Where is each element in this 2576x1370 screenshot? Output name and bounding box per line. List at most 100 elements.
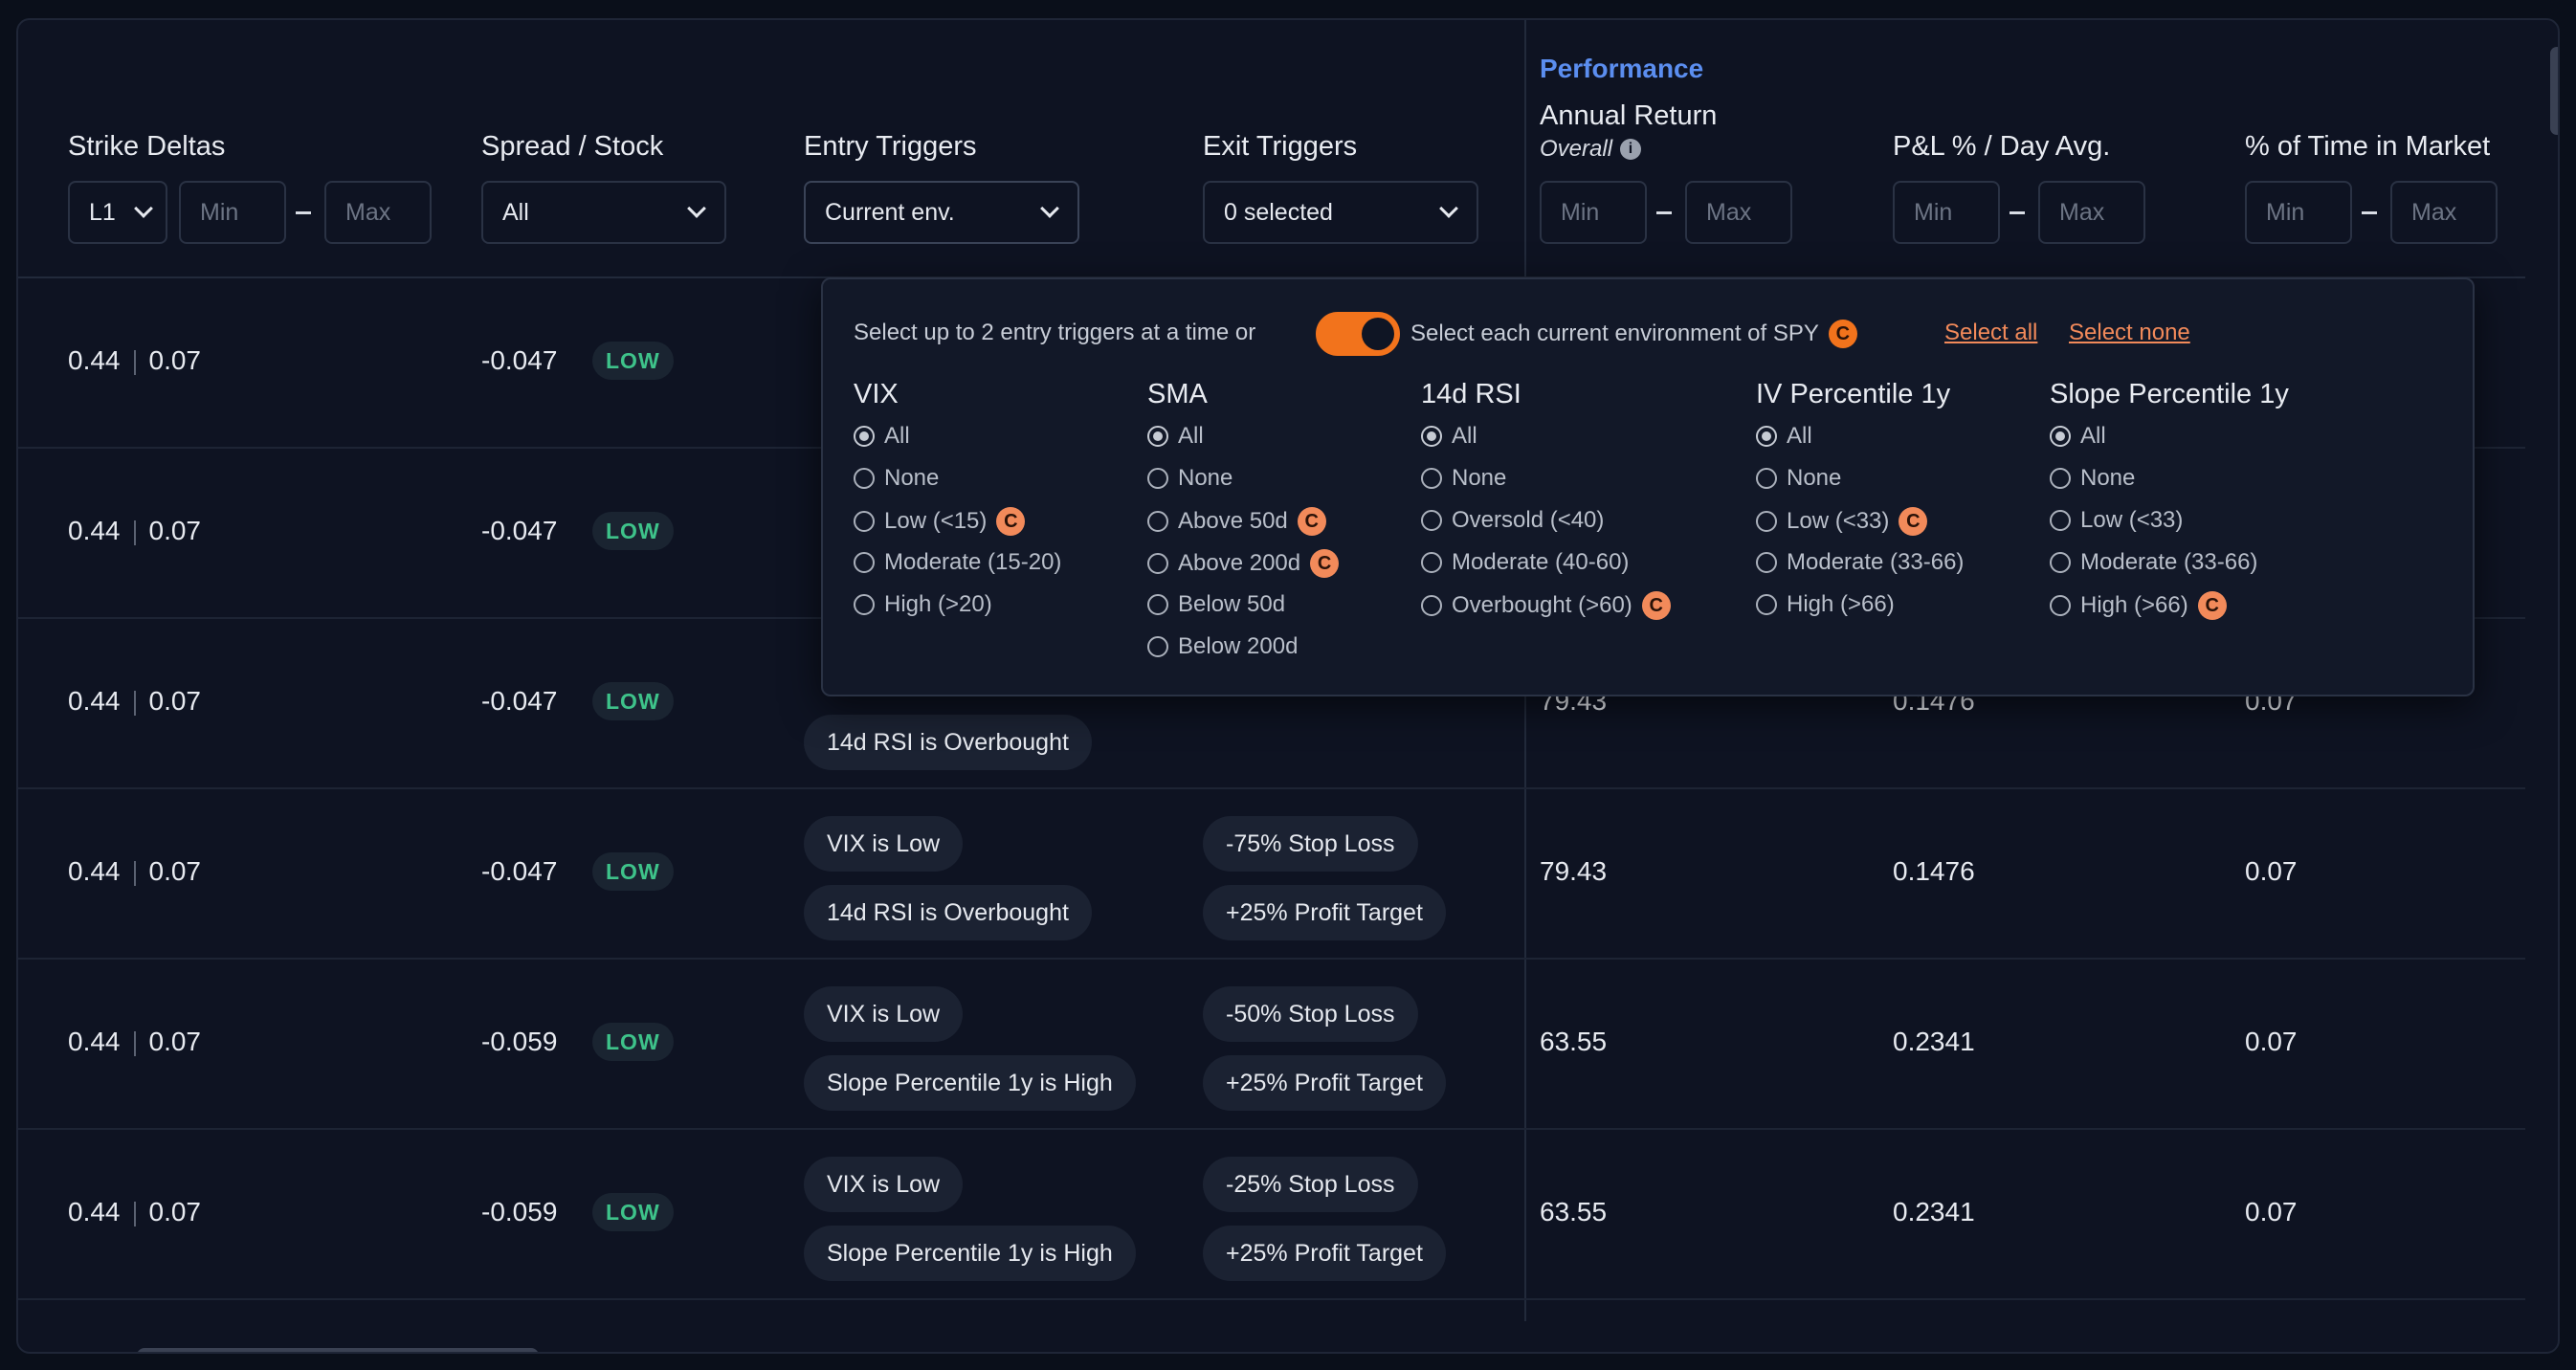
radio-button[interactable] [2050,595,2071,616]
pnl-min-input[interactable]: Min [1893,181,2000,244]
entry-trigger-pill: 14d RSI is Overbought [804,885,1092,940]
time-min-input[interactable]: Min [2245,181,2352,244]
trigger-option[interactable]: Above 200d C [1147,549,1340,578]
radio-button[interactable] [2050,468,2071,489]
trigger-option[interactable]: Above 50d C [1147,507,1326,536]
horizontal-scrollbar[interactable] [137,1348,539,1352]
trigger-option[interactable]: None [1421,465,1506,492]
trigger-option[interactable]: All [1756,423,1812,450]
radio-button[interactable] [1147,553,1168,574]
radio-button[interactable] [1147,426,1168,447]
radio-button[interactable] [1421,595,1442,616]
entry-trigger-pill: VIX is Low [804,986,964,1042]
radio-button[interactable] [1147,636,1168,657]
radio-button[interactable] [1147,468,1168,489]
trigger-option[interactable]: All [854,423,910,450]
trigger-option[interactable]: All [1147,423,1204,450]
trigger-option[interactable]: None [854,465,939,492]
radio-button[interactable] [1147,594,1168,615]
radio-button[interactable] [854,426,875,447]
radio-button[interactable] [1421,510,1442,531]
status-badge: LOW [592,1023,674,1061]
trigger-option-label: Low (<15) [884,508,988,534]
trigger-option[interactable]: Overbought (>60) C [1421,591,1671,620]
trigger-option[interactable]: Below 200d [1147,633,1298,660]
status-badge: LOW [592,682,674,720]
exit-triggers-select[interactable]: 0 selected [1203,181,1478,244]
radio-button[interactable] [1421,426,1442,447]
range-dash [2362,211,2377,214]
radio-button[interactable] [1421,468,1442,489]
annual-min-input[interactable]: Min [1540,181,1647,244]
strike-deltas-cell: 0.44 0.07 [68,856,201,887]
trigger-option[interactable]: Low (<33) C [1756,507,1928,536]
current-env-icon: C [1828,320,1857,348]
select-all-link[interactable]: Select all [1944,320,2038,345]
trigger-option[interactable]: Low (<15) C [854,507,1026,536]
pnl-max-input[interactable]: Max [2038,181,2145,244]
delta-2: 0.07 [148,516,202,545]
entry-triggers-select[interactable]: Current env. [804,181,1079,244]
radio-button[interactable] [2050,510,2071,531]
current-env-toggle[interactable] [1316,312,1400,356]
trigger-option[interactable]: None [1756,465,1841,492]
info-icon[interactable]: i [1620,139,1642,160]
trigger-option[interactable]: Moderate (33-66) [1756,549,1964,576]
entry-trigger-pill: VIX is Low [804,816,964,872]
trigger-option[interactable]: Moderate (33-66) [2050,549,2257,576]
trigger-option[interactable]: All [1421,423,1477,450]
trigger-option-label: Overbought (>60) [1452,592,1632,618]
delta-1: 0.44 [68,516,121,545]
trigger-option[interactable]: None [2050,465,2135,492]
strike-deltas-cell: 0.44 0.07 [68,686,201,717]
trigger-option[interactable]: None [1147,465,1232,492]
trigger-option-label: None [1787,465,1842,491]
delta-1: 0.44 [68,856,121,886]
radio-button[interactable] [1421,552,1442,573]
delta-separator [133,1030,136,1056]
delta-separator [133,349,136,375]
trigger-option[interactable]: High (>66) C [2050,591,2227,620]
delta-1: 0.44 [68,1027,121,1056]
annual-max-input[interactable]: Max [1685,181,1792,244]
radio-button[interactable] [2050,426,2071,447]
radio-button[interactable] [1756,468,1777,489]
trigger-option[interactable]: High (>20) [854,591,992,618]
radio-button[interactable] [854,594,875,615]
time-in-market-value: 0.07 [2245,1197,2298,1226]
current-env-icon: C [1310,549,1340,578]
radio-button[interactable] [1756,594,1777,615]
trigger-option[interactable]: High (>66) [1756,591,1895,618]
table-row[interactable]: 0.44 0.07 -0.059 LOW VIX is Low Slope Percent… [18,960,2525,1130]
radio-button[interactable] [1756,552,1777,573]
table-row[interactable]: 0.44 0.07 -0.059 LOW VIX is Low Slope Percent… [18,1130,2525,1300]
radio-button[interactable] [854,468,875,489]
trigger-option[interactable]: Low (<33) [2050,507,2183,534]
delta-separator [133,860,136,886]
trigger-option[interactable]: Oversold (<40) [1421,507,1604,534]
trigger-option[interactable]: All [2050,423,2106,450]
trigger-option-label: Above 50d [1178,508,1288,534]
delta-separator [133,690,136,716]
trigger-group-title: 14d RSI [1421,379,1521,409]
radio-button[interactable] [854,552,875,573]
time-max-input[interactable]: Max [2390,181,2498,244]
trigger-option[interactable]: Below 50d [1147,591,1285,618]
trigger-option[interactable]: Moderate (40-60) [1421,549,1629,576]
delta-max-input[interactable]: Max [324,181,432,244]
leg-select[interactable]: L1 [68,181,167,244]
radio-button[interactable] [1756,511,1777,532]
trigger-option-label: Low (<33) [1787,508,1890,534]
radio-button[interactable] [854,511,875,532]
trigger-option[interactable]: Moderate (15-20) [854,549,1061,576]
table-row[interactable]: 0.44 0.07 -0.047 LOW 14d RSI is Overbought 79… [18,619,2525,789]
delta-min-input[interactable]: Min [179,181,286,244]
table-row[interactable]: 0.44 0.07 -0.047 LOW VIX is Low 14d RSI is Ov… [18,789,2525,960]
spread-select[interactable]: All [481,181,726,244]
vertical-scrollbar[interactable] [2550,47,2558,135]
radio-button[interactable] [1756,426,1777,447]
radio-button[interactable] [2050,552,2071,573]
radio-button[interactable] [1147,511,1168,532]
select-none-link[interactable]: Select none [2069,320,2190,345]
entry-trigger-pill: Slope Percentile 1y is High [804,1055,1136,1111]
